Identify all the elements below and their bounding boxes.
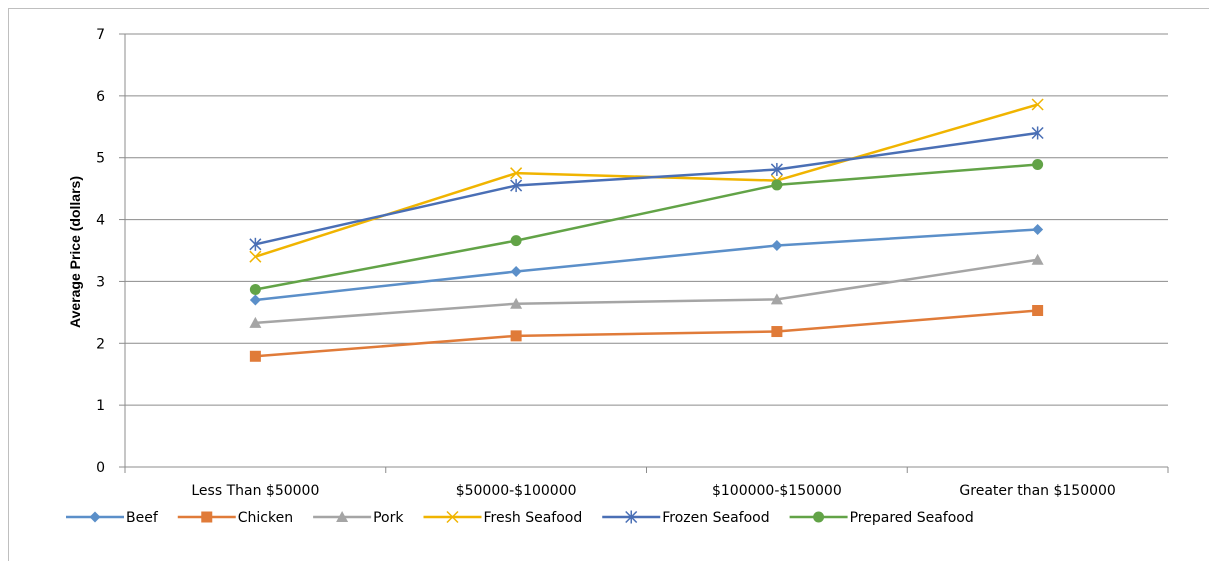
- legend-label: Fresh Seafood: [483, 510, 582, 526]
- y-tick-label: 6: [96, 89, 105, 105]
- data-point-frozen-seafood: [249, 237, 262, 251]
- legend-marker-beef: [89, 511, 101, 523]
- legend-item-fresh-seafood: Fresh Seafood: [423, 510, 582, 526]
- legend-marker-frozen-seafood: [625, 510, 638, 524]
- y-tick-label: 7: [96, 27, 105, 43]
- data-point-prepared-seafood: [510, 235, 522, 247]
- data-point-prepared-seafood: [771, 179, 783, 191]
- series-line-fresh-seafood: [254, 103, 1038, 258]
- y-tick-label: 2: [96, 336, 105, 352]
- legend-item-prepared-seafood: Prepared Seafood: [789, 510, 974, 526]
- data-point-frozen-seafood: [770, 162, 783, 176]
- series-line-chicken: [255, 309, 1038, 358]
- data-point-chicken: [1032, 305, 1044, 317]
- legend-marker-fresh-seafood: [446, 510, 459, 524]
- x-tick-label: Less Than $50000: [191, 483, 319, 499]
- data-point-beef: [510, 266, 522, 278]
- data-point-beef: [771, 240, 783, 252]
- series-line-frozen-seafood: [255, 131, 1038, 246]
- series-prepared-seafood: [249, 159, 1044, 295]
- legend-item-chicken: Chicken: [177, 510, 293, 526]
- grid-layer: [125, 33, 1168, 406]
- legend-item-frozen-seafood: Frozen Seafood: [602, 510, 770, 526]
- series-layer: [249, 98, 1044, 362]
- series-pork: [249, 253, 1044, 328]
- data-point-fresh-seafood: [510, 167, 523, 180]
- series-line-pork: [255, 258, 1038, 325]
- series-line-prepared-seafood: [255, 163, 1038, 291]
- data-point-pork: [770, 293, 783, 305]
- data-point-frozen-seafood: [1031, 126, 1044, 140]
- axis-layer: 0 1 2 3 4 5 6 7 Less Than $50000 $50000-$100000 $1…: [96, 27, 1169, 499]
- x-tick-label: $50000-$100000: [456, 483, 577, 499]
- legend-label: Prepared Seafood: [850, 510, 974, 526]
- series-chicken: [249, 305, 1044, 362]
- data-point-pork: [249, 316, 262, 328]
- legend: Beef Chicken Pork Fresh Seafood Frozen Seafo…: [66, 510, 974, 526]
- data-point-frozen-seafood: [510, 179, 523, 193]
- data-point-chicken: [249, 350, 261, 362]
- data-point-fresh-seafood: [249, 250, 262, 263]
- data-point-prepared-seafood: [249, 283, 261, 295]
- data-point-pork: [1031, 253, 1044, 265]
- legend-label: Pork: [373, 510, 404, 526]
- y-tick-label: 0: [96, 460, 105, 476]
- x-tick-label: Greater than $150000: [959, 483, 1115, 499]
- data-point-chicken: [771, 326, 783, 338]
- data-point-prepared-seafood: [1032, 159, 1044, 171]
- legend-label: Beef: [126, 510, 159, 526]
- legend-item-beef: Beef: [66, 510, 159, 526]
- y-tick-label: 3: [96, 274, 105, 290]
- data-point-chicken: [510, 330, 522, 342]
- series-line-beef: [255, 228, 1038, 302]
- y-axis-label: Average Price (dollars): [67, 176, 83, 328]
- data-point-beef: [1032, 223, 1044, 235]
- legend-label: Frozen Seafood: [662, 510, 769, 526]
- y-tick-label: 1: [96, 398, 105, 414]
- data-point-pork: [510, 297, 523, 309]
- series-beef: [249, 223, 1044, 306]
- legend-label: Chicken: [238, 510, 293, 526]
- legend-item-pork: Pork: [313, 510, 404, 526]
- legend-marker-chicken: [201, 511, 213, 523]
- x-tick-label: $100000-$150000: [712, 483, 842, 499]
- data-point-fresh-seafood: [1031, 98, 1044, 111]
- chart-frame: [8, 8, 1209, 561]
- data-point-beef: [249, 294, 261, 306]
- legend-marker-prepared-seafood: [813, 511, 825, 523]
- series-frozen-seafood: [249, 126, 1044, 251]
- legend-marker-pork: [336, 511, 349, 522]
- y-tick-label: 4: [96, 213, 105, 229]
- y-tick-label: 5: [96, 151, 105, 167]
